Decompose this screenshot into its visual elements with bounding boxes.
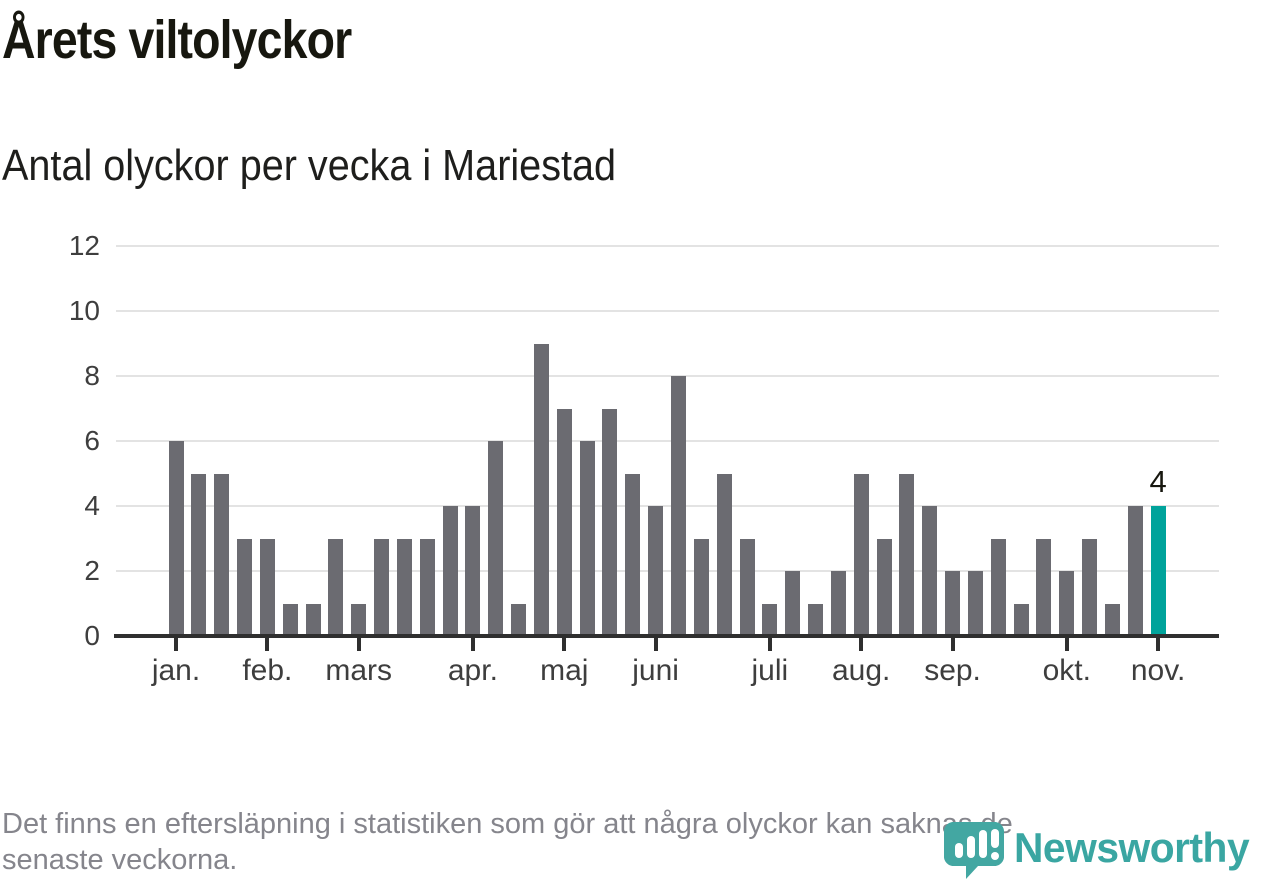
x-tick-label-feb: feb.: [242, 654, 293, 687]
x-tick-nov: [1156, 638, 1161, 651]
footnote-line: senaste veckorna.: [2, 844, 238, 876]
plot-area: jan. feb. mars apr. maj juni juli aug. sep. okt. n…: [114, 245, 1219, 687]
x-tick-juli: [767, 638, 772, 651]
highlight-value-label: 4: [1149, 464, 1167, 499]
x-axis-line: [114, 634, 1219, 638]
newsworthy-icon: [944, 822, 1004, 879]
y-axis-labels: 0 2 4 6 8 10 12: [0, 0, 100, 700]
bar-week: [282, 603, 298, 636]
x-tick-feb: [265, 638, 270, 651]
gridline-2: [116, 570, 1219, 572]
bar-week: [808, 603, 824, 636]
bar-week: [899, 473, 915, 636]
bar-week: [465, 506, 481, 636]
y-tick-label-6: 6: [84, 425, 100, 456]
bar-week: [830, 571, 846, 636]
bar-week: [556, 408, 572, 636]
chart-subtitle: Antal olyckor per vecka i Mariestad: [2, 141, 617, 190]
x-tick-jan: [174, 638, 178, 651]
y-tick-label-0: 0: [84, 620, 100, 651]
bar-week: [374, 538, 390, 636]
newsworthy-wordmark: Newsworthy: [1014, 824, 1250, 871]
x-tick-label-juni: juni: [632, 654, 679, 687]
x-tick-aug: [859, 638, 864, 651]
x-tick-label-sep: sep.: [924, 654, 981, 687]
page-title: Årets viltolyckor: [2, 10, 352, 70]
gridline-8: [116, 375, 1219, 377]
bar-week: [945, 571, 961, 636]
x-tick-sep: [950, 638, 955, 651]
x-tick-label-nov: nov.: [1130, 654, 1186, 687]
bar-week: [602, 408, 618, 636]
x-tick-label-maj: maj: [540, 654, 589, 687]
bar-week: [922, 506, 938, 636]
bar-week: [579, 441, 595, 636]
footnote-line: Det finns en eftersläpning i statistiken…: [2, 808, 1013, 840]
bar-week: [762, 603, 778, 636]
y-tick-label-4: 4: [84, 490, 100, 521]
bar-week: [693, 538, 709, 636]
x-tick-label-mars: mars: [325, 654, 393, 687]
bar-week: [967, 571, 983, 636]
x-tick-label-apr: apr.: [447, 654, 498, 687]
x-tick-juni: [653, 638, 658, 651]
footnote: Det finns en eftersläpning i statistiken…: [2, 806, 1252, 878]
bar-week: [1082, 538, 1098, 636]
bar-week: [785, 571, 801, 636]
bar-week: [625, 473, 641, 636]
gridline-4: [116, 505, 1219, 507]
bar-week: [853, 473, 869, 636]
bar-week: [419, 538, 435, 636]
bar-week: [237, 538, 253, 636]
bar-week: [1036, 538, 1052, 636]
newsworthy-logo: Newsworthy: [944, 822, 1256, 879]
x-tick-okt: [1064, 638, 1069, 651]
gridline-6: [116, 440, 1219, 442]
x-tick-label-jan: jan.: [151, 654, 201, 687]
bar-week: [351, 603, 367, 636]
bar-week-highlight: [1150, 506, 1166, 636]
x-tick-label-aug: aug.: [831, 654, 891, 687]
bar-week: [1059, 571, 1075, 636]
bar-week: [990, 538, 1006, 636]
bar-week: [214, 473, 230, 636]
bar-week: [168, 441, 184, 636]
bar-week: [739, 538, 755, 636]
bar-week: [670, 376, 686, 636]
bar-week: [1104, 603, 1120, 636]
bar-week: [1013, 603, 1029, 636]
x-tick-apr: [470, 638, 475, 651]
bar-week: [533, 343, 549, 636]
y-tick-label-12: 12: [68, 230, 100, 261]
bar-week: [488, 441, 504, 636]
bar-week: [259, 538, 275, 636]
gridline-12: [116, 245, 1219, 247]
bar-week: [442, 506, 458, 636]
y-tick-label-8: 8: [84, 360, 100, 391]
bar-week: [305, 603, 321, 636]
x-tick-label-okt: okt.: [1042, 654, 1091, 687]
bar-week: [191, 473, 207, 636]
bar-week: [396, 538, 412, 636]
y-tick-label-2: 2: [84, 555, 100, 586]
bar-week: [716, 473, 732, 636]
bar-week: [876, 538, 892, 636]
bar-week: [511, 603, 527, 636]
y-tick-label-10: 10: [68, 295, 100, 326]
bar-week: [1127, 506, 1143, 636]
bar-week: [648, 506, 664, 636]
bar-week: [328, 538, 344, 636]
gridline-10: [116, 310, 1219, 312]
x-tick-mars: [356, 638, 361, 651]
x-tick-label-juli: juli: [751, 654, 789, 687]
x-tick-maj: [562, 638, 567, 651]
